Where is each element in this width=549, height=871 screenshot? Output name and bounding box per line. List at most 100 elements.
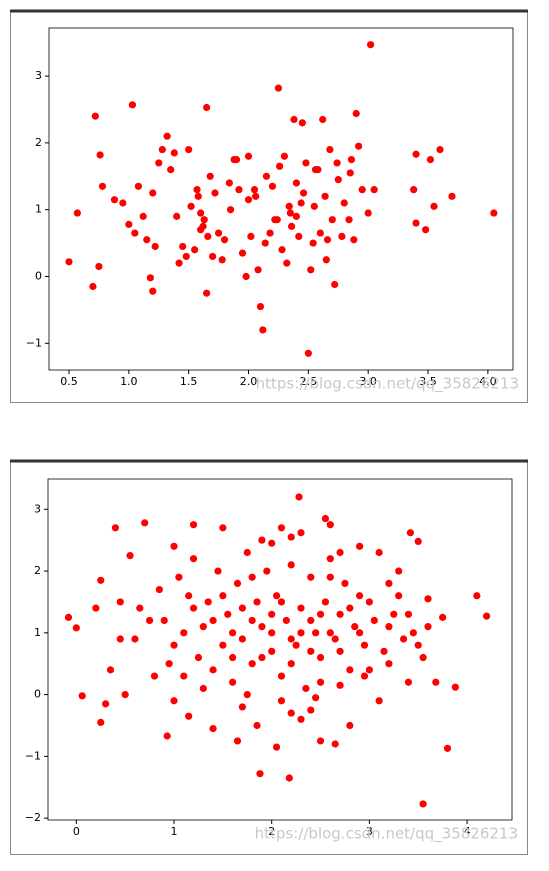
scatter-point (248, 616, 256, 625)
scatter-point (219, 592, 227, 600)
scatter-point (253, 721, 261, 730)
scatter-point (189, 555, 198, 563)
scatter-point (307, 266, 315, 274)
scatter-point (238, 703, 246, 711)
scatter-point (248, 660, 256, 668)
scatter-point (375, 697, 383, 705)
scatter-point (189, 521, 198, 529)
scatter-point (233, 737, 242, 745)
scatter-point (277, 524, 286, 532)
scatter-point (287, 660, 295, 668)
scatter-point (333, 159, 341, 167)
scatter-point (287, 561, 295, 569)
scatter-point (336, 647, 344, 655)
scatter-point (326, 145, 334, 154)
scatter-point (287, 533, 295, 541)
scatter-point (385, 660, 393, 668)
scatter-point (179, 242, 187, 251)
scatter-point (116, 598, 124, 606)
scatter-point (351, 623, 359, 631)
scatter-point (209, 252, 217, 261)
scatter-point (219, 524, 227, 532)
y-tick-label: −2 (25, 811, 41, 824)
scatter-point (360, 641, 369, 649)
scatter-point (131, 635, 139, 643)
y-tick-label: 0 (34, 688, 41, 701)
scatter-point (412, 219, 420, 227)
scatter-point (356, 592, 364, 600)
scatter-point (209, 666, 217, 674)
scatter-point (203, 103, 211, 112)
scatter-point (309, 239, 317, 247)
scatter-point (253, 598, 261, 606)
scatter-point (268, 629, 276, 637)
scatter-point (163, 132, 171, 140)
scatter-point (326, 573, 334, 581)
scatter-point (268, 539, 276, 547)
scatter-point (243, 548, 251, 557)
scatter-point (432, 678, 440, 686)
scatter-point (340, 199, 348, 207)
scatter-point (316, 610, 325, 618)
scatter-point (448, 192, 456, 200)
x-tick-label: 4 (464, 825, 471, 838)
scatter-point (214, 229, 223, 237)
scatter-point (331, 635, 339, 643)
panel-frame (10, 10, 528, 403)
scatter-point (220, 236, 229, 244)
x-tick-label: 1 (171, 825, 178, 838)
y-tick-label: −1 (26, 336, 42, 349)
scatter-point (283, 259, 291, 267)
scatter-point (65, 258, 73, 266)
scatter-point (355, 142, 363, 150)
scatter-point (204, 598, 212, 606)
chart: 0.5 1.0 1.5 2.0 2.5 3.0 3.5 4.0 −1 0 1 2 3 https://bl… (26, 27, 519, 394)
panel-frame (10, 460, 528, 855)
scatter-point (292, 179, 300, 187)
scatter-point (287, 222, 296, 230)
scatter-point (209, 616, 217, 625)
scatter-point (366, 41, 375, 49)
scatter-point (247, 232, 255, 241)
scatter-point (266, 229, 274, 237)
scatter-point (331, 740, 339, 748)
scatter-point (151, 242, 159, 251)
y-tick-label: 0 (35, 269, 42, 282)
scatter-point (319, 115, 327, 124)
scatter-point (483, 612, 491, 620)
scatter-point (170, 542, 178, 550)
scatter-point (328, 216, 336, 224)
scatter-point (336, 610, 344, 618)
scatter-point (158, 145, 166, 154)
scatter-point (194, 653, 203, 662)
scatter-point (229, 653, 237, 662)
scatter-point (312, 629, 320, 637)
scatter-point (229, 678, 237, 686)
x-tick-label: 1.0 (120, 375, 138, 388)
scatter-point (356, 542, 364, 550)
scatter-point (473, 592, 481, 600)
scatter-point (439, 613, 447, 621)
scatter-point (187, 202, 195, 210)
scatter-point (316, 653, 325, 662)
scatter-point (352, 109, 360, 118)
scatter-point (278, 246, 286, 254)
scatter-point (292, 212, 300, 220)
y-tick-label: 2 (35, 136, 42, 149)
scatter-point (78, 692, 86, 700)
scatter-point (136, 604, 144, 612)
scatter-point (261, 239, 269, 247)
scatter-point (292, 641, 300, 649)
scatter-point (91, 112, 99, 120)
scatter-point (209, 724, 217, 733)
scatter-point (97, 718, 105, 726)
scatter-point (141, 519, 149, 527)
scatter-point (258, 653, 266, 662)
scatter-point (185, 592, 193, 600)
scatter-point (238, 604, 246, 612)
scatter-point (326, 555, 334, 563)
scatter-point (419, 653, 427, 662)
scatter-point (170, 641, 178, 649)
scatter-point (180, 672, 188, 680)
